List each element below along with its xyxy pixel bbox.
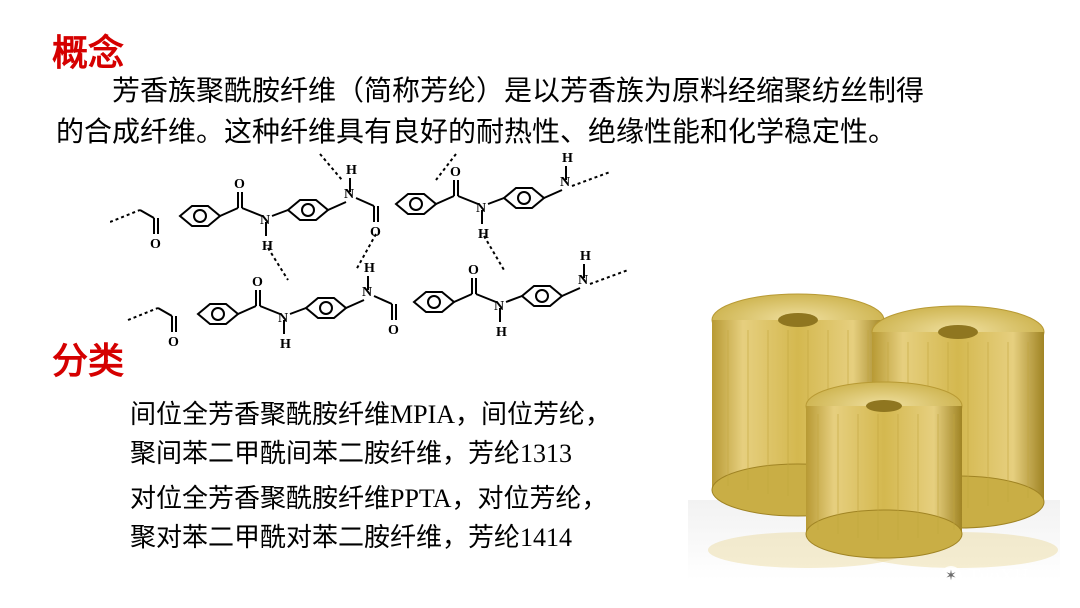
- aramid-spools-image: [688, 250, 1060, 580]
- svg-text:O: O: [234, 177, 245, 192]
- watermark-text: TuoXH: [968, 565, 1028, 588]
- heading-classification: 分类: [52, 332, 124, 384]
- svg-text:H: H: [478, 227, 489, 242]
- svg-text:O: O: [450, 165, 461, 180]
- watermark: ✶ TuoXH: [940, 565, 1028, 588]
- classification-line: 对位全芳香聚酰胺纤维PPTA，对位芳纶，: [130, 479, 690, 518]
- svg-text:O: O: [370, 225, 381, 240]
- paragraph-line: 的合成纤维。这种纤维具有良好的耐热性、绝缘性能和化学稳定性。: [56, 113, 1036, 154]
- svg-text:O: O: [150, 237, 161, 252]
- classification-block: 间位全芳香聚酰胺纤维MPIA，间位芳纶， 聚间苯二甲酰间苯二胺纤维，芳纶1313…: [130, 395, 690, 557]
- classification-line: 间位全芳香聚酰胺纤维MPIA，间位芳纶，: [130, 395, 690, 434]
- svg-text:O: O: [468, 263, 479, 278]
- chemical-structure-diagram: O O N H N: [110, 152, 670, 362]
- concept-paragraph: 芳香族聚酰胺纤维（简称芳纶）是以芳香族为原料经缩聚纺丝制得 的合成纤维。这种纤维…: [56, 72, 1036, 153]
- svg-text:O: O: [168, 335, 179, 350]
- svg-text:H: H: [364, 261, 375, 276]
- svg-text:H: H: [262, 239, 273, 254]
- classification-line: 聚间苯二甲酰间苯二胺纤维，芳纶1313: [130, 434, 690, 473]
- classification-line: 聚对苯二甲酰对苯二胺纤维，芳纶1414: [130, 518, 690, 557]
- svg-text:O: O: [388, 323, 399, 338]
- wechat-icon: ✶: [940, 566, 962, 588]
- svg-text:H: H: [346, 163, 357, 178]
- slide: 概念 芳香族聚酰胺纤维（简称芳纶）是以芳香族为原料经缩聚纺丝制得 的合成纤维。这…: [0, 0, 1080, 608]
- svg-text:H: H: [496, 325, 507, 340]
- heading-concept: 概念: [52, 24, 124, 76]
- svg-text:O: O: [252, 275, 263, 290]
- svg-text:H: H: [562, 152, 573, 166]
- spool: [806, 382, 962, 558]
- chem-svg: O O N H N: [110, 152, 670, 362]
- svg-text:H: H: [280, 337, 291, 352]
- svg-text:H: H: [580, 249, 591, 264]
- paragraph-line: 芳香族聚酰胺纤维（简称芳纶）是以芳香族为原料经缩聚纺丝制得: [56, 72, 1036, 113]
